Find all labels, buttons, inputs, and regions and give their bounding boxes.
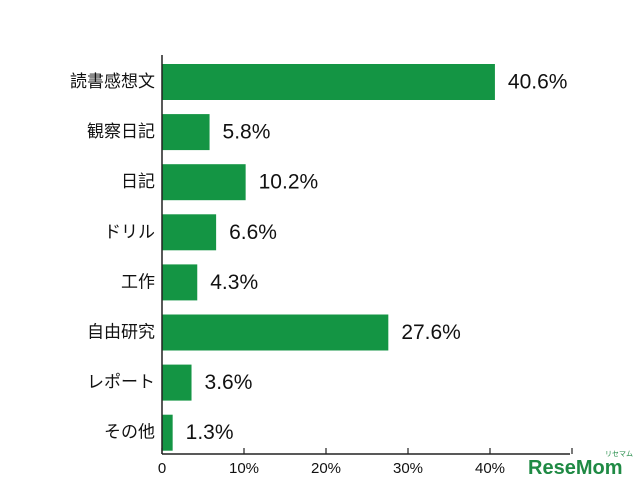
category-label: ドリル (104, 222, 155, 242)
category-label: レポート (87, 373, 155, 393)
value-label: 1.3% (186, 421, 234, 444)
x-tick-label: 40% (475, 460, 505, 477)
category-label: その他 (104, 423, 155, 443)
bar (162, 114, 210, 151)
x-tick-label: 50% (557, 460, 587, 477)
value-label: 40.6% (508, 71, 568, 94)
bar (162, 314, 389, 351)
category-label: 日記 (121, 172, 155, 192)
value-label: 3.6% (205, 371, 253, 394)
value-label: 5.8% (223, 121, 271, 144)
bar (162, 364, 192, 401)
x-tick-label: 10% (229, 460, 259, 477)
value-label: 27.6% (401, 321, 461, 344)
value-label: 4.3% (210, 271, 258, 294)
category-label: 読書感想文 (70, 72, 155, 92)
bar (162, 214, 217, 251)
watermark-text: ReseMom (528, 457, 622, 479)
bar (162, 164, 246, 201)
value-label: 10.2% (259, 171, 319, 194)
x-axis-ticks: 0 10% 20% 30% 40% 50% (158, 448, 587, 477)
value-labels: 40.6% 5.8% 10.2% 6.6% 4.3% 27.6% 3.6% 1.3% (186, 71, 568, 445)
watermark-text-fill: ReseMom (528, 457, 622, 479)
x-tick-label: 20% (311, 460, 341, 477)
value-label: 6.6% (229, 221, 277, 244)
watermark-logo: ReseMom ReseMom リセマム (526, 450, 633, 481)
category-label: 工作 (121, 272, 155, 292)
category-label: 自由研究 (87, 323, 155, 343)
bar (162, 64, 495, 100)
x-tick-label: 0 (158, 460, 166, 477)
watermark-subtext: リセマム (605, 450, 633, 458)
bar (162, 414, 173, 451)
bar (162, 264, 198, 301)
category-label: 観察日記 (87, 122, 155, 142)
bars-group (162, 64, 495, 451)
x-tick-label: 30% (393, 460, 423, 477)
